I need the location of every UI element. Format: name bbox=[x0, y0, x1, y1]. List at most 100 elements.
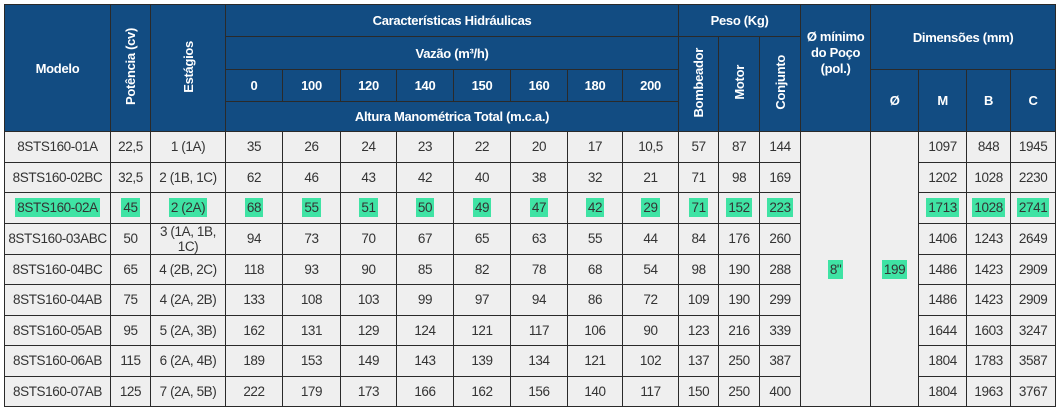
cell-value: 125 bbox=[110, 375, 151, 407]
cell-modelo: 8STS160-03ABC bbox=[4, 222, 111, 255]
header-flow-120: 120 bbox=[340, 69, 397, 102]
header-potencia: Potência (cv) bbox=[110, 4, 151, 132]
cell-value: 1804 bbox=[918, 345, 968, 377]
cell-value: 5 (2A, 3B) bbox=[150, 314, 226, 346]
highlighted-value: 2741 bbox=[1016, 198, 1050, 218]
highlighted-value: 29 bbox=[641, 198, 660, 218]
cell-value: 95 bbox=[110, 314, 151, 346]
cell-value: 1804 bbox=[918, 375, 968, 407]
cell-value: 166 bbox=[396, 375, 454, 407]
cell-value: 144 bbox=[759, 131, 802, 163]
highlighted-value: 49 bbox=[472, 198, 492, 218]
cell-modelo: 8STS160-04BC bbox=[4, 253, 111, 285]
header-flow-180: 180 bbox=[567, 69, 623, 102]
cell-value: 299 bbox=[759, 284, 802, 316]
cell-value: 26 bbox=[282, 131, 341, 163]
cell-value: 153 bbox=[282, 345, 341, 377]
highlighted-value: 45 bbox=[121, 198, 140, 218]
cell-value: 387 bbox=[759, 345, 802, 377]
cell-value: 1486 bbox=[918, 253, 968, 285]
cell-value: 3587 bbox=[1010, 345, 1057, 377]
cell-value: 54 bbox=[621, 253, 680, 285]
cell-value: 10,5 bbox=[621, 131, 680, 163]
cell-value: 179 bbox=[282, 375, 341, 407]
cell-value: 1713 bbox=[918, 192, 968, 224]
cell-value: 121 bbox=[567, 345, 623, 377]
cell-value: 38 bbox=[510, 161, 568, 193]
cell-value: 24 bbox=[340, 131, 397, 163]
cell-value: 139 bbox=[453, 345, 511, 377]
cell-value: 117 bbox=[510, 314, 568, 346]
header-conjunto: Conjunto bbox=[759, 36, 802, 132]
header-flow-0: 0 bbox=[225, 69, 283, 102]
header-modelo-label: Modelo bbox=[35, 60, 80, 76]
cell-value: 250 bbox=[718, 345, 761, 377]
cell-value: 49 bbox=[453, 192, 511, 224]
cell-value: 129 bbox=[340, 314, 397, 346]
cell-value: 55 bbox=[282, 192, 341, 224]
header-potencia-label: Potência (cv) bbox=[123, 27, 138, 105]
cell-value: 87 bbox=[718, 131, 761, 163]
cell-value: 73 bbox=[282, 222, 341, 255]
highlighted-value: 68 bbox=[244, 198, 264, 218]
table-row: 8STS160-01A 22,5 1 (1A) 35 26 24 23 22 20 17 10,5 5… bbox=[4, 131, 1057, 407]
cell-value: 21 bbox=[621, 161, 680, 193]
cell-value: 288 bbox=[759, 253, 802, 285]
cell-value: 57 bbox=[678, 131, 720, 163]
cell-value: 124 bbox=[396, 314, 454, 346]
header-caracteristicas: Características Hidráulicas bbox=[224, 4, 680, 37]
highlighted-value: 2 (2A) bbox=[168, 198, 208, 218]
cell-value: 103 bbox=[340, 284, 397, 316]
cell-value: 65 bbox=[110, 253, 151, 285]
cell-value: 131 bbox=[282, 314, 341, 346]
cell-diam-min-poco: 8" bbox=[800, 131, 872, 407]
cell-value: 1783 bbox=[966, 345, 1012, 377]
cell-value: 99 bbox=[396, 284, 454, 316]
table-row: 8STS160-04BC 65 4 (2B, 2C) 118 93 90 85 82 78 68 5… bbox=[4, 253, 1057, 285]
header-modelo: Modelo bbox=[4, 4, 111, 132]
cell-value: 84 bbox=[678, 222, 720, 255]
cell-value: 2909 bbox=[1010, 253, 1057, 285]
cell-value: 68 bbox=[225, 192, 283, 224]
cell-value: 190 bbox=[718, 253, 761, 285]
cell-value: 1028 bbox=[966, 161, 1012, 193]
cell-value: 118 bbox=[225, 253, 283, 285]
header-bombeador: Bombeador bbox=[678, 36, 720, 132]
cell-value: 6 (2A, 4B) bbox=[150, 345, 226, 377]
table-row: 8STS160-07AB 125 7 (2A, 5B) 222 179 173 166 162… bbox=[4, 375, 1057, 407]
highlighted-value: 1028 bbox=[972, 198, 1005, 218]
cell-value: 8" bbox=[827, 259, 844, 279]
cell-value: 115 bbox=[110, 345, 151, 377]
cell-value: 47 bbox=[510, 192, 568, 224]
cell-value: 137 bbox=[678, 345, 720, 377]
cell-value: 223 bbox=[759, 192, 802, 224]
header-altura: Altura Manométrica Total (m.c.a.) bbox=[224, 101, 680, 132]
table-row: 8STS160-02BC 32,5 2 (1B, 1C) 62 46 43 42 40 38 32… bbox=[4, 161, 1057, 193]
cell-value: 143 bbox=[396, 345, 454, 377]
cell-value: 1097 bbox=[918, 131, 968, 163]
cell-value: 149 bbox=[340, 345, 397, 377]
cell-value: 162 bbox=[453, 375, 511, 407]
header-estagios: Estágios bbox=[150, 4, 226, 132]
cell-value: 222 bbox=[225, 375, 283, 407]
cell-value: 339 bbox=[759, 314, 802, 346]
cell-value: 63 bbox=[510, 222, 568, 255]
cell-value: 98 bbox=[678, 253, 720, 285]
cell-value: 22 bbox=[453, 131, 511, 163]
header-dim-m: M bbox=[918, 69, 968, 132]
cell-diam: 199 bbox=[870, 131, 920, 407]
cell-value: 93 bbox=[282, 253, 341, 285]
cell-value: 71 bbox=[678, 192, 720, 224]
cell-value: 90 bbox=[621, 314, 680, 346]
header-dim-b: B bbox=[966, 69, 1012, 132]
cell-value: 260 bbox=[759, 222, 802, 255]
table-row: 8STS160-02A 45 2 (2A) 68 55 51 50 49 47 42 29 71 152… bbox=[4, 192, 1057, 224]
header-estagios-label: Estágios bbox=[180, 40, 196, 93]
cell-value: 1423 bbox=[966, 253, 1012, 285]
cell-value: 44 bbox=[621, 222, 680, 255]
header-peso: Peso (Kg) bbox=[678, 4, 802, 37]
cell-value: 102 bbox=[621, 345, 680, 377]
highlighted-value: 51 bbox=[359, 198, 378, 218]
cell-value: 71 bbox=[678, 161, 720, 193]
cell-value: 94 bbox=[225, 222, 283, 255]
